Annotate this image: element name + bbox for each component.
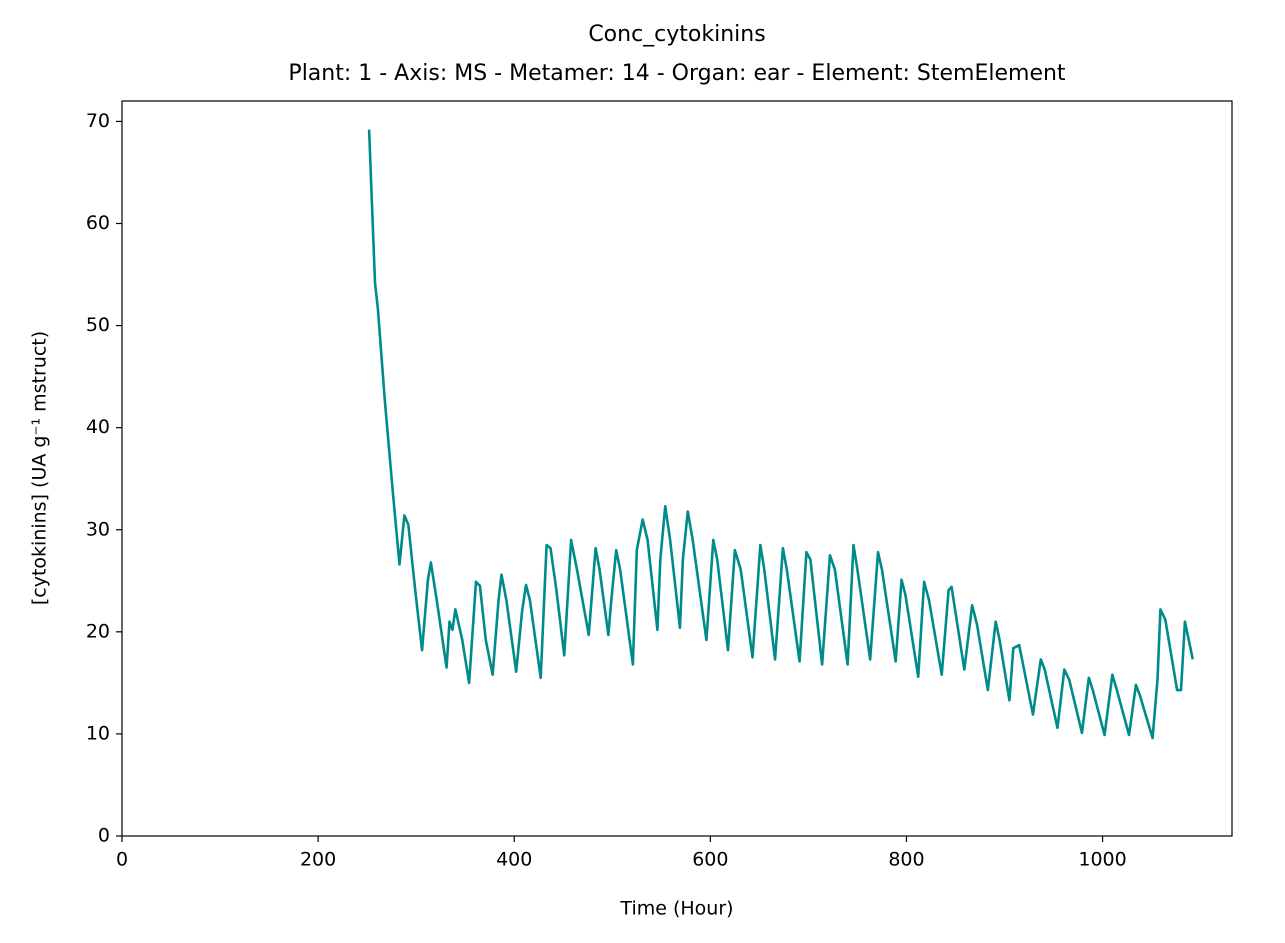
y-tick-label: 50 xyxy=(86,314,110,336)
chart-title: Conc_cytokinins xyxy=(588,22,765,47)
x-tick-label: 200 xyxy=(300,849,336,871)
x-tick-label: 1000 xyxy=(1078,849,1126,871)
y-tick-label: 30 xyxy=(86,518,110,540)
chart-subtitle: Plant: 1 - Axis: MS - Metamer: 14 - Orga… xyxy=(288,61,1066,86)
x-tick-label: 800 xyxy=(888,849,924,871)
x-tick-label: 0 xyxy=(116,849,128,871)
y-tick-label: 40 xyxy=(86,416,110,438)
y-axis-label: [cytokinins] (UA g⁻¹ mstruct) xyxy=(29,331,51,605)
x-axis-label: Time (Hour) xyxy=(619,898,733,920)
plot-frame xyxy=(121,100,1233,837)
x-tick-label: 400 xyxy=(496,849,532,871)
y-tick-label: 0 xyxy=(98,825,110,847)
y-tick-label: 20 xyxy=(86,620,110,642)
y-tick-label: 70 xyxy=(86,110,110,132)
y-tick-label: 60 xyxy=(86,212,110,234)
y-tick-label: 10 xyxy=(86,722,110,744)
data-line xyxy=(367,129,1195,740)
x-tick-label: 600 xyxy=(692,849,728,871)
